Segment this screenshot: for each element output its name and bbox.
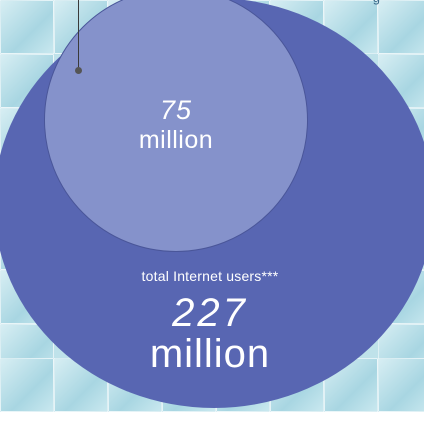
right-margin (424, 0, 430, 423)
total-users-unit: million (149, 332, 271, 376)
total-users-label: total Internet users*** (141, 268, 279, 284)
subset-users-circle (44, 0, 308, 252)
leader-line (78, 0, 79, 70)
subset-unit: million (138, 126, 214, 154)
top-label-fragment: g (300, 0, 380, 5)
total-users-value: 227 (172, 291, 248, 335)
subset-value: 75 (159, 95, 193, 125)
bottom-margin (0, 412, 430, 423)
leader-dot (75, 67, 82, 74)
